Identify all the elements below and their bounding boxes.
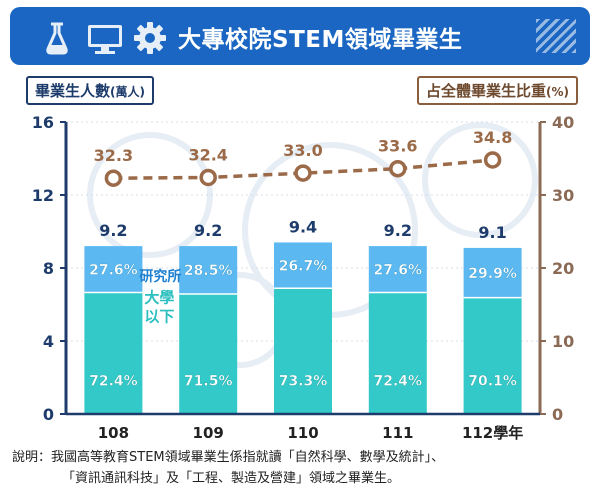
left-tick-label: 12 <box>32 186 54 205</box>
total-label: 9.1 <box>478 223 506 242</box>
undergrad-pct-label: 71.5% <box>184 374 233 390</box>
bar-undergrad-112學年 <box>463 297 522 414</box>
footnote-line-1: 說明：我國高等教育STEM領域畢業生係指就讀「自然科學、數學及統計」、 <box>12 450 445 465</box>
bar-undergrad-110 <box>274 288 332 414</box>
bar-graduate-109 <box>179 246 238 294</box>
undergrad-pct-label: 73.3% <box>279 374 328 390</box>
footnote: 說明：我國高等教育STEM領域畢業生係指就讀「自然科學、數學及統計」、 「資訊通… <box>12 447 592 489</box>
gear-icon <box>134 22 166 54</box>
decorative-stripes <box>536 19 576 53</box>
graduate-pct-label: 28.5% <box>184 263 233 279</box>
bar-undergrad-108 <box>84 292 143 414</box>
bar-undergrad-111 <box>368 292 427 414</box>
share-label: 34.8 <box>473 128 512 147</box>
share-line-path <box>113 158 493 180</box>
share-label: 33.0 <box>283 141 322 160</box>
x-tick-label: 109 <box>193 424 224 442</box>
right-axis-label-unit: (%) <box>546 85 569 99</box>
total-label: 9.2 <box>194 221 222 240</box>
bar-undergrad-109 <box>179 293 238 414</box>
data-labels: 9.2 27.6% 72.4% 9.2 28.5% 71.5% 9.4 26.7% 73.3% 9… <box>89 128 517 390</box>
undergrad-pct-label: 70.1% <box>468 374 517 390</box>
x-tick-label: 112學年 <box>462 424 523 442</box>
share-point <box>294 164 312 182</box>
total-label: 9.2 <box>384 221 412 240</box>
x-tick-label: 111 <box>382 424 413 442</box>
share-label: 33.6 <box>378 137 417 156</box>
x-tick-label: 108 <box>98 424 129 442</box>
right-axis-label: 占全體畢業生比重(%) <box>416 76 578 105</box>
bar-graduate-112學年 <box>463 247 522 298</box>
share-point <box>104 169 123 187</box>
total-label: 9.4 <box>289 217 317 236</box>
right-tick-label: 30 <box>552 186 574 205</box>
undergrad-pct-label: 72.4% <box>374 374 423 390</box>
bar-graduate-111 <box>368 246 427 293</box>
title-banner: 大專校院STEM領域畢業生 <box>10 7 590 65</box>
bars <box>84 242 522 414</box>
share-point <box>199 168 217 187</box>
chart-title: 大專校院STEM領域畢業生 <box>178 27 463 53</box>
axes: 108 109 110 111 112學年 0 4 8 12 16 0 10 20 30 40 <box>32 113 575 442</box>
graduate-pct-label: 27.6% <box>89 262 138 278</box>
share-label: 32.3 <box>94 146 133 165</box>
graduate-pct-label: 27.6% <box>374 262 423 278</box>
right-tick-label: 10 <box>552 332 574 351</box>
left-tick-label: 8 <box>43 259 54 278</box>
x-tick-label: 110 <box>287 424 318 442</box>
left-tick-label: 4 <box>43 332 54 351</box>
footnote-line-2: 「資訊通訊科技」及「工程、製造及營建」領域之畢業生。 <box>62 471 401 486</box>
banner-icons <box>46 22 166 55</box>
bar-graduate-110 <box>274 242 332 289</box>
flask-icon <box>46 22 68 55</box>
share-point <box>389 159 407 178</box>
left-axis-label-text: 畢業生人數 <box>35 82 111 100</box>
left-axis-label-unit: (萬人) <box>110 85 145 99</box>
share-point <box>483 151 502 169</box>
right-tick-label: 20 <box>552 259 574 278</box>
total-label: 9.2 <box>99 221 127 240</box>
share-line <box>104 151 502 187</box>
undergrad-pct-label: 72.4% <box>89 374 138 390</box>
graduate-pct-label: 29.9% <box>468 266 517 282</box>
left-tick-label: 0 <box>43 405 54 424</box>
graduate-pct-label: 26.7% <box>279 258 328 274</box>
right-tick-label: 0 <box>552 405 563 424</box>
monitor-icon <box>88 25 122 54</box>
legend-graduate: 研究所 <box>139 268 181 285</box>
left-tick-label: 16 <box>32 113 54 132</box>
right-tick-label: 40 <box>552 113 574 132</box>
bar-graduate-108 <box>84 246 143 293</box>
right-axis-label-text: 占全體畢業生比重 <box>425 82 546 100</box>
share-label: 32.4 <box>188 145 227 164</box>
left-axis-label: 畢業生人數(萬人) <box>26 76 154 105</box>
legend-undergrad: 大學以下 <box>144 288 174 325</box>
